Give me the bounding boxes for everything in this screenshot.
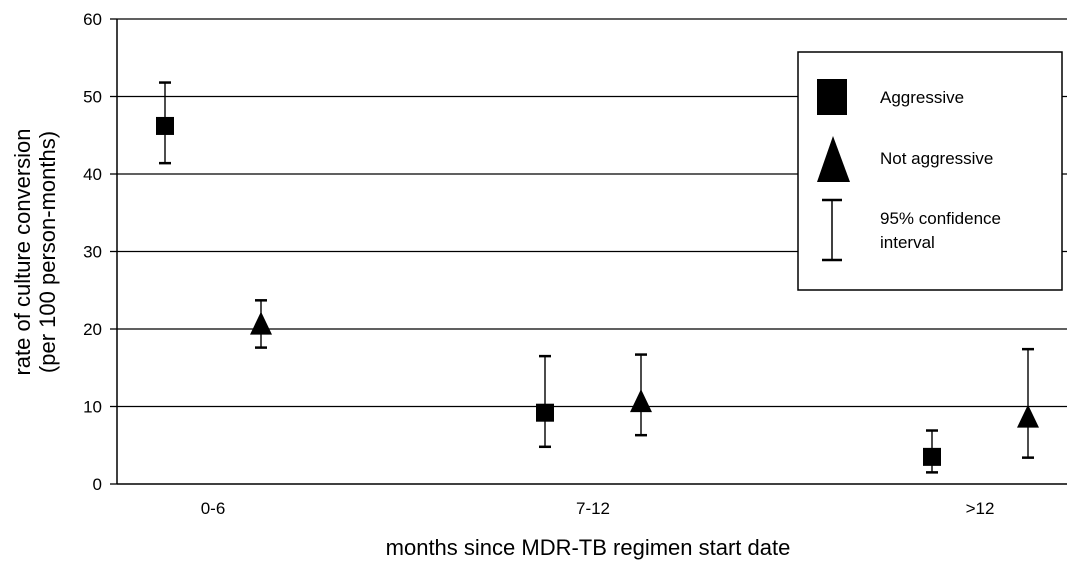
aggressive-marker	[536, 403, 554, 422]
x-tick-label: >12	[966, 499, 995, 518]
aggressive-marker	[923, 447, 941, 466]
y-tick-label: 60	[83, 10, 102, 29]
legend-label-ci-line1: 95% confidence	[880, 209, 1001, 228]
not-aggressive-marker	[630, 389, 652, 413]
x-tick-label: 7-12	[576, 499, 610, 518]
y-tick-label: 0	[93, 475, 102, 494]
x-tick-labels: 0-6 7-12 >12	[201, 499, 995, 518]
y-tick-label: 10	[83, 398, 102, 417]
legend-label-not-aggressive: Not aggressive	[880, 149, 993, 168]
x-axis-title: months since MDR-TB regimen start date	[386, 535, 791, 560]
gridlines	[117, 18, 1067, 408]
y-axis-title: rate of culture conversion (per 100 pers…	[10, 128, 60, 375]
y-tick-label: 40	[83, 165, 102, 184]
legend-triangle-marker	[817, 136, 850, 182]
y-tick-label: 50	[83, 88, 102, 107]
aggressive-marker	[156, 116, 174, 135]
legend-label-ci-line2: interval	[880, 233, 935, 252]
legend: Aggressive Not aggressive 95% confidence…	[797, 51, 1063, 291]
x-tick-label: 0-6	[201, 499, 226, 518]
y-axis-title-line2: (per 100 person-months)	[35, 131, 60, 373]
y-tick-label: 30	[83, 243, 102, 262]
y-tick-label: 20	[83, 320, 102, 339]
legend-label-aggressive: Aggressive	[880, 88, 964, 107]
not-aggressive-marker	[1017, 404, 1039, 428]
not-aggressive-marker	[250, 311, 272, 335]
legend-square-marker	[817, 79, 847, 115]
data-markers	[156, 116, 1039, 466]
y-axis-title-line1: rate of culture conversion	[10, 128, 35, 375]
y-tick-labels: 0 10 20 30 40 50 60	[83, 10, 117, 494]
legend-ci-symbol	[822, 198, 842, 262]
